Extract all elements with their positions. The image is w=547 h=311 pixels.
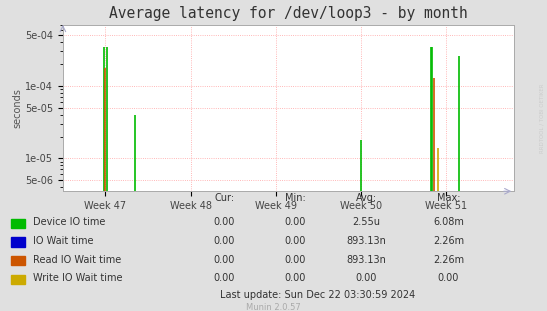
Text: 0.00: 0.00 <box>284 217 306 227</box>
Text: Avg:: Avg: <box>356 193 377 202</box>
Text: Read IO Wait time: Read IO Wait time <box>33 255 121 265</box>
Text: Device IO time: Device IO time <box>33 217 105 227</box>
Text: 0.00: 0.00 <box>284 273 306 283</box>
Text: 0.00: 0.00 <box>213 236 235 246</box>
Text: RRDTOOL / TOBI OETIKER: RRDTOOL / TOBI OETIKER <box>539 83 544 153</box>
Text: 2.26m: 2.26m <box>433 236 464 246</box>
Text: 0.00: 0.00 <box>284 255 306 265</box>
Text: 0.00: 0.00 <box>356 273 377 283</box>
Text: 0.00: 0.00 <box>213 273 235 283</box>
Text: Write IO Wait time: Write IO Wait time <box>33 273 123 283</box>
Text: 0.00: 0.00 <box>438 273 459 283</box>
Text: 0.00: 0.00 <box>213 255 235 265</box>
Text: IO Wait time: IO Wait time <box>33 236 94 246</box>
Text: Cur:: Cur: <box>214 193 234 202</box>
Text: Max:: Max: <box>437 193 460 202</box>
Text: 893.13n: 893.13n <box>347 255 386 265</box>
Text: Last update: Sun Dec 22 03:30:59 2024: Last update: Sun Dec 22 03:30:59 2024 <box>220 290 415 300</box>
Text: Munin 2.0.57: Munin 2.0.57 <box>246 304 301 311</box>
Text: 893.13n: 893.13n <box>347 236 386 246</box>
Text: 0.00: 0.00 <box>213 217 235 227</box>
Y-axis label: seconds: seconds <box>12 88 22 128</box>
Text: Min:: Min: <box>285 193 306 202</box>
Text: 2.55u: 2.55u <box>352 217 381 227</box>
Text: 2.26m: 2.26m <box>433 255 464 265</box>
Text: 0.00: 0.00 <box>284 236 306 246</box>
Title: Average latency for /dev/loop3 - by month: Average latency for /dev/loop3 - by mont… <box>109 6 468 21</box>
Text: 6.08m: 6.08m <box>433 217 464 227</box>
